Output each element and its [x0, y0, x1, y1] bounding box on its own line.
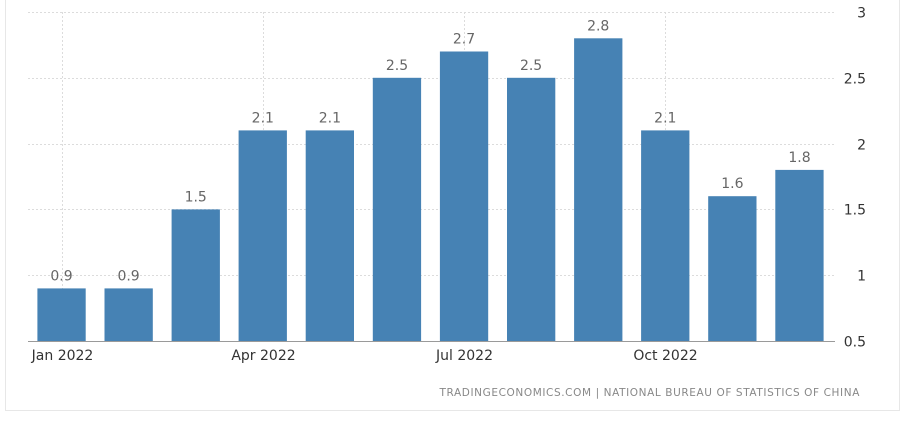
x-tick-label: Jul 2022 [435, 348, 493, 364]
y-tick-label: 0.5 [844, 335, 866, 351]
bar [708, 196, 757, 341]
bar [305, 130, 354, 341]
bar [439, 51, 489, 341]
bar [775, 169, 824, 341]
y-tick-label: 3 [857, 6, 866, 22]
bar-value-label: 0.9 [50, 268, 72, 284]
bar-value-label: 1.5 [185, 189, 207, 205]
y-tick-label: 1 [857, 269, 866, 285]
bar-value-label: 2.1 [319, 110, 341, 126]
bar [372, 77, 422, 342]
source-attribution: TRADINGECONOMICS.COM | NATIONAL BUREAU O… [439, 387, 860, 399]
bar-value-label: 0.9 [117, 268, 139, 284]
bar-value-label: 1.8 [788, 150, 810, 166]
x-axis-ticks: Jan 2022 Apr 2022 Jul 2022 Oct 2022 [31, 348, 698, 364]
y-tick-label: 2.5 [844, 72, 866, 88]
bar [104, 288, 153, 341]
bar [641, 130, 690, 341]
x-tick-label: Jan 2022 [31, 348, 94, 364]
bar-value-label: 2.5 [520, 58, 542, 74]
bar [574, 38, 623, 342]
y-axis-ticks: 0.5 1 1.5 2 2.5 3 [844, 6, 866, 351]
bar [238, 130, 287, 341]
bar-value-label: 2.5 [386, 58, 408, 74]
x-tick-label: Oct 2022 [633, 348, 697, 364]
bar-value-label: 2.8 [587, 18, 609, 34]
y-tick-label: 2 [857, 138, 866, 154]
bar [171, 209, 220, 341]
y-tick-label: 1.5 [844, 203, 866, 219]
bar [37, 288, 86, 341]
x-tick-label: Apr 2022 [231, 348, 295, 364]
bar-value-label: 2.7 [453, 32, 475, 48]
bar [507, 77, 556, 342]
bar-value-label: 1.6 [721, 176, 743, 192]
data-labels: 0.9 0.9 1.5 2.1 2.1 2.5 2.7 2.5 2.8 2.1 1.6 1.8 [50, 18, 810, 284]
bar-value-label: 2.1 [654, 110, 676, 126]
bars [37, 38, 824, 342]
bar-value-label: 2.1 [252, 110, 274, 126]
